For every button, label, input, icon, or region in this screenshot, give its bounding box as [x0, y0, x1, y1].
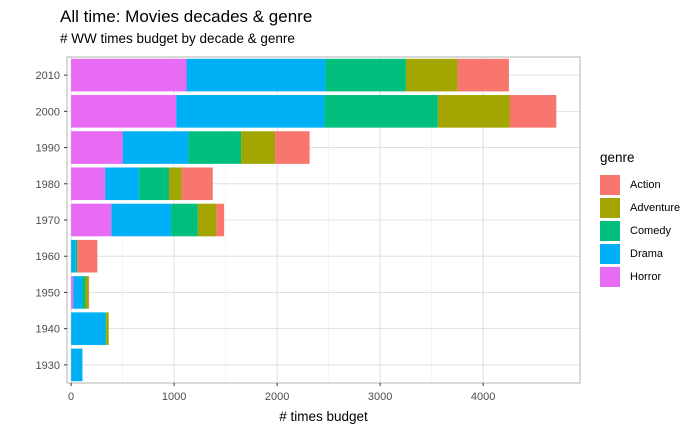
- legend: genre Action Adventure Comedy Drama Horror: [600, 150, 680, 288]
- y-tick-label: 1950: [36, 287, 60, 299]
- legend-label: Action: [630, 178, 661, 191]
- bar-adventure-2010: [405, 58, 458, 92]
- bar-drama-1950: [73, 276, 83, 309]
- bar-action-1990: [275, 131, 310, 164]
- chart-title: All time: Movies decades & genre: [60, 7, 313, 26]
- y-tick-label: 2010: [36, 70, 60, 82]
- x-tick-label: 0: [68, 391, 74, 403]
- bar-drama-1990: [122, 131, 189, 164]
- bar-action-1960: [77, 239, 98, 273]
- y-tick-label: 1990: [36, 143, 60, 155]
- x-tick-label: 4000: [471, 391, 495, 403]
- bar-drama-2000: [176, 95, 325, 128]
- legend-swatch: [600, 197, 620, 218]
- bar-drama-1960: [71, 239, 76, 273]
- y-tick-label: 1970: [36, 215, 60, 227]
- bar-adventure-1980: [168, 167, 182, 201]
- x-tick-label: 1000: [162, 391, 186, 403]
- legend-label: Horror: [630, 270, 662, 283]
- bar-comedy-1950: [82, 276, 86, 309]
- chart-subtitle: # WW times budget by decade & genre: [60, 31, 295, 46]
- bar-action-1950: [88, 276, 90, 309]
- bar-adventure-1940: [106, 312, 109, 345]
- y-tick-label: 1960: [36, 251, 60, 263]
- legend-swatch: [600, 174, 620, 195]
- legend-item-horror: Horror: [600, 265, 680, 288]
- bar-comedy-1960: [75, 239, 78, 273]
- bar-action-1970: [216, 203, 225, 237]
- bar-comedy-2000: [324, 95, 438, 128]
- bar-drama-2010: [186, 58, 326, 92]
- bar-comedy-1990: [188, 131, 242, 164]
- legend-title: genre: [600, 150, 635, 165]
- bar-comedy-1940: [105, 312, 107, 345]
- x-tick-label: 3000: [368, 391, 392, 403]
- bar-comedy-1980: [139, 167, 169, 201]
- bar-action-1980: [181, 167, 213, 201]
- bar-drama-1930: [71, 348, 83, 382]
- legend-item-action: Action: [600, 173, 680, 196]
- bar-comedy-1970: [171, 203, 198, 237]
- legend-item-comedy: Comedy: [600, 219, 680, 242]
- y-tick-label: 2000: [36, 106, 60, 118]
- bar-drama-1940: [71, 312, 106, 345]
- legend-item-drama: Drama: [600, 242, 680, 265]
- bar-drama-1980: [105, 167, 140, 201]
- legend-swatch: [600, 220, 620, 241]
- bar-adventure-1950: [85, 276, 89, 309]
- y-tick-label: 1940: [36, 324, 60, 336]
- bar-horror-1970: [71, 203, 112, 237]
- bar-adventure-1970: [197, 203, 217, 237]
- legend-label: Comedy: [630, 224, 671, 237]
- legend-swatch: [600, 266, 620, 287]
- bar-drama-1970: [111, 203, 172, 237]
- bar-horror-1990: [71, 131, 123, 164]
- x-axis-title: # times budget: [279, 409, 368, 424]
- legend-label: Adventure: [630, 201, 681, 214]
- y-tick-label: 1980: [36, 179, 60, 191]
- legend-swatch: [600, 243, 620, 264]
- bar-adventure-1990: [241, 131, 276, 164]
- bar-action-2010: [457, 58, 509, 92]
- bar-adventure-2000: [437, 95, 510, 128]
- legend-label: Drama: [630, 247, 664, 260]
- bar-comedy-2010: [325, 58, 406, 92]
- x-tick-label: 2000: [265, 391, 289, 403]
- bar-horror-1980: [71, 167, 106, 201]
- y-tick-label: 1930: [36, 360, 60, 372]
- bar-horror-2010: [71, 58, 187, 92]
- bar-action-2000: [509, 95, 557, 128]
- bar-horror-1950: [71, 276, 74, 309]
- legend-item-adventure: Adventure: [600, 196, 680, 219]
- bar-horror-2000: [71, 95, 177, 128]
